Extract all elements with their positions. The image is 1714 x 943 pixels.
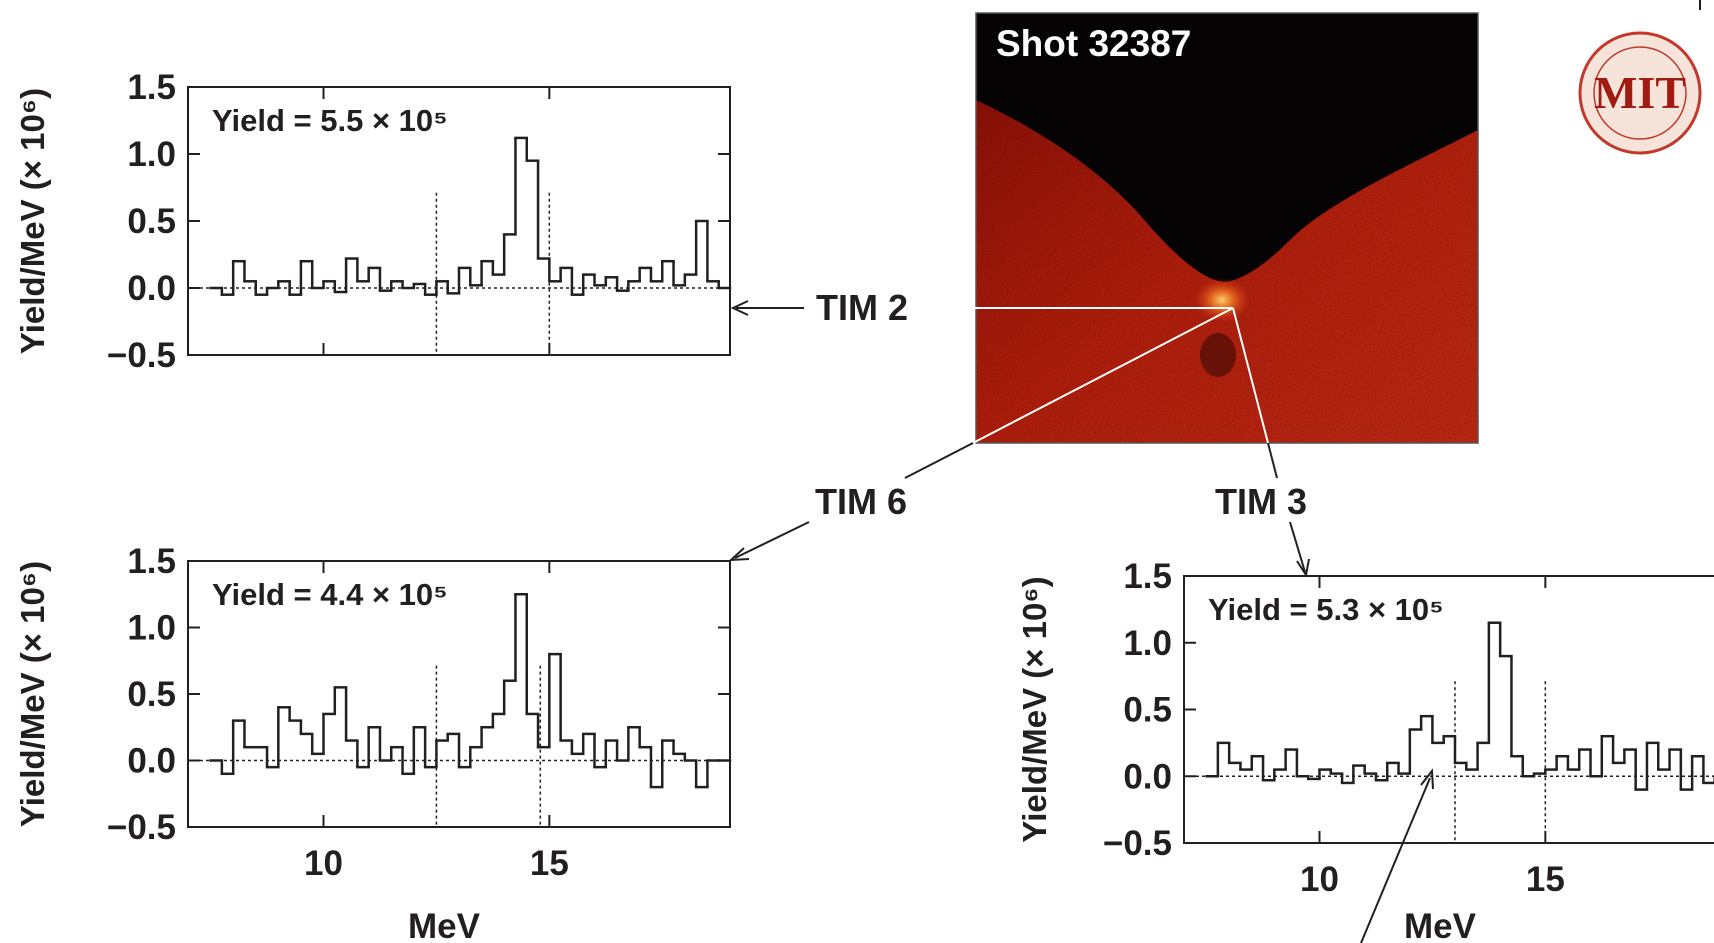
logo-text: MIT xyxy=(1594,67,1686,118)
annotation: Yield = 4.4 × 10⁵ xyxy=(212,577,448,612)
x-tick-label: 10 xyxy=(304,844,343,883)
y-axis-label: Yield/MeV (× 10⁶) xyxy=(14,561,51,827)
y-tick-label: −0.5 xyxy=(1103,824,1172,863)
y-tick-label: 0.5 xyxy=(127,675,176,714)
tim-label: TIM 6 xyxy=(815,481,907,522)
y-tick-label: 1.5 xyxy=(127,542,176,581)
plot: −0.5 0.0 0.5 1.0 1.5 10 15 Yield = 4.4 × 10⁵ Yie… xyxy=(14,542,732,943)
image-title: Shot 32387 xyxy=(996,23,1191,64)
arrows xyxy=(728,0,1701,943)
annotation: Yield = 5.3 × 10⁵ xyxy=(1208,592,1444,627)
radiograph-image xyxy=(976,13,1478,443)
x-axis-label: MeV xyxy=(408,907,481,943)
y-tick-label: 1.5 xyxy=(1123,557,1172,596)
tim-label: TIM 3 xyxy=(1215,481,1307,522)
mit-logo: MIT xyxy=(1578,31,1702,155)
x-tick-label: 15 xyxy=(1526,860,1565,899)
image-frame xyxy=(975,12,1479,444)
tim-label: TIM 2 xyxy=(816,287,908,328)
y-tick-label: 1.0 xyxy=(1123,624,1172,663)
connectors xyxy=(924,307,1269,444)
annotation: Yield = 5.5 × 10⁵ xyxy=(212,103,448,138)
x-tick-label: 15 xyxy=(530,844,569,883)
y-tick-label: 0.0 xyxy=(127,269,176,308)
y-axis-label: Yield/MeV (× 10⁶) xyxy=(1016,576,1053,842)
y-axis-label: Yield/MeV (× 10⁶) xyxy=(14,88,51,354)
y-tick-label: 0.5 xyxy=(1123,691,1172,730)
y-tick-label: 1.0 xyxy=(127,609,176,648)
y-tick-label: 0.0 xyxy=(1123,757,1172,796)
y-tick-label: 0.0 xyxy=(127,742,176,781)
y-tick-label: 1.0 xyxy=(127,135,176,174)
y-tick-label: 0.5 xyxy=(127,202,176,241)
x-axis-label: MeV xyxy=(1404,907,1477,943)
plot: −0.5 0.0 0.5 1.0 1.5 10 15 Yield = 5.3 × 10⁵ Yie… xyxy=(1016,557,1714,943)
y-tick-label: −0.5 xyxy=(107,808,176,847)
y-tick-label: −0.5 xyxy=(107,336,176,375)
y-tick-label: 1.5 xyxy=(127,68,176,107)
x-tick-label: 10 xyxy=(1300,860,1339,899)
plot: −0.5 0.0 0.5 1.0 1.5 Yield = 5.5 × 10⁵ Yield/M… xyxy=(14,68,732,375)
